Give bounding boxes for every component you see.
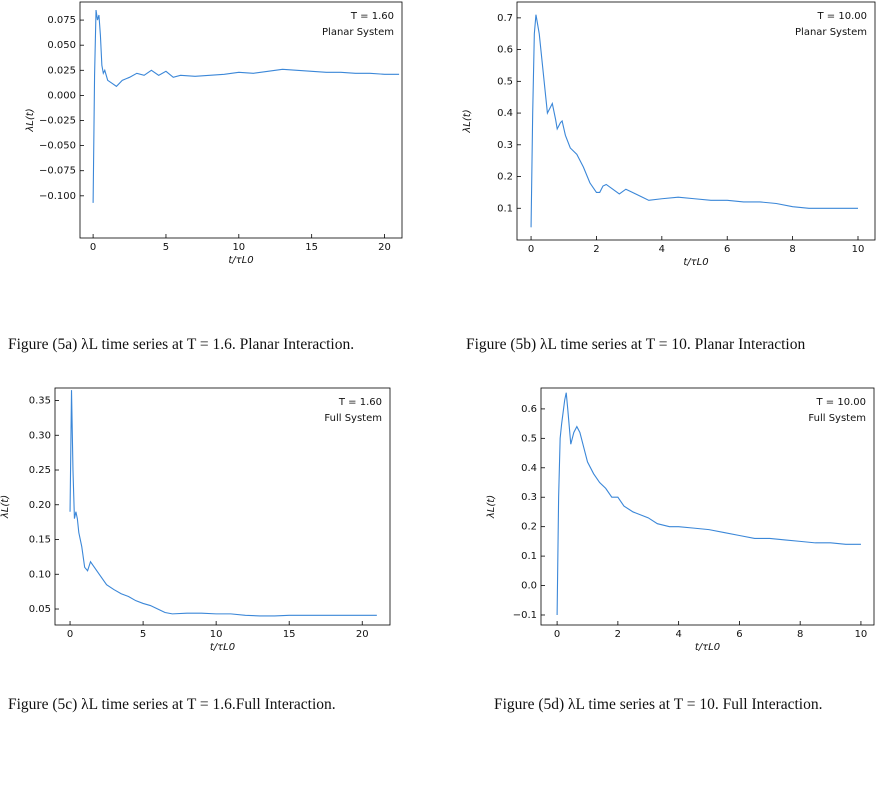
x-tick-label: 10 [232,242,245,253]
x-tick-label: 4 [675,629,681,640]
chart: 0.05 0.10 0.15 0.20 0.25 0.30 0.35 0 5 10 15 20 t/τL… [0,387,391,653]
data-line [92,9,400,203]
chart: −0.100 −0.075 −0.050 −0.025 0.000 0.025 0.050 0… [25,1,403,266]
y-tick-label: 0.20 [29,500,51,511]
annotation: Planar System [322,27,394,38]
x-tick-label: 20 [378,242,391,253]
annotation: T = 10.00 [817,11,867,22]
x-tick-label: 0 [554,629,560,640]
y-tick-label: 0.25 [29,465,51,476]
y-tick-label: 0.5 [521,433,537,444]
y-tick-label: 0.35 [29,396,51,407]
annotation: T = 1.60 [338,397,382,408]
y-tick-label: 0.4 [497,108,513,119]
x-axis-label: t/τL0 [210,642,235,653]
y-tick-label: 0.000 [47,90,76,101]
y-tick-label: −0.050 [39,141,76,152]
x-tick-label: 2 [593,244,599,255]
chart: 0.1 0.2 0.3 0.4 0.5 0.6 0.7 0 2 4 6 8 10 t/τL0 λL(t) T … [462,1,876,268]
plot-frame [516,1,876,241]
x-axis-label: t/τL0 [683,257,708,268]
y-tick-label: 0.1 [497,203,513,214]
y-tick-label: 0.5 [497,76,513,87]
x-tick-label: 5 [163,242,169,253]
y-tick-label: 0.1 [521,551,537,562]
x-tick-label: 10 [210,629,223,640]
y-tick-label: −0.1 [513,610,537,621]
x-tick-label: 20 [356,629,369,640]
y-tick-label: 0.2 [521,522,537,533]
y-tick-label: 0.7 [497,13,513,24]
x-tick-label: 0 [528,244,534,255]
y-axis-label: λL(t) [0,495,11,519]
x-tick-label: 0 [90,242,96,253]
data-line [556,392,861,615]
x-tick-label: 5 [140,629,146,640]
y-tick-label: 0.15 [29,535,51,546]
y-tick-label: 0.30 [29,430,51,441]
figure-caption: Figure (5d) λL time series at T = 10. Fu… [494,696,823,713]
y-axis-label: λL(t) [486,495,497,519]
annotation: T = 10.00 [816,397,866,408]
y-tick-label: 0.10 [29,569,51,580]
x-axis-label: t/τL0 [695,642,720,653]
y-tick-label: 0.05 [29,604,51,615]
y-tick-label: 0.2 [497,172,513,183]
y-tick-label: 0.4 [521,463,537,474]
x-tick-label: 10 [855,629,868,640]
y-tick-label: −0.100 [39,191,76,202]
y-tick-label: −0.025 [39,116,76,127]
y-tick-label: 0.0 [521,581,537,592]
figure-caption: Figure (5b) λL time series at T = 10. Pl… [466,336,806,353]
x-tick-label: 0 [67,629,73,640]
y-tick-label: 0.050 [47,40,76,51]
data-line [69,390,377,617]
y-tick-label: 0.6 [497,45,513,56]
y-tick-label: −0.075 [39,166,76,177]
x-tick-label: 15 [305,242,318,253]
x-tick-label: 6 [736,629,742,640]
annotation: T = 1.60 [350,11,394,22]
x-axis-label: t/τL0 [228,255,253,266]
plot-frame [540,387,875,626]
y-tick-label: 0.025 [47,65,76,76]
data-line [530,14,858,228]
y-tick-label: 0.075 [47,15,76,26]
plot-frame [54,387,391,626]
figure-caption: Figure (5c) λL time series at T = 1.6.Fu… [8,696,336,713]
annotation: Full System [808,413,866,424]
y-axis-label: λL(t) [25,108,36,132]
y-axis-label: λL(t) [462,109,473,133]
x-tick-label: 8 [797,629,803,640]
x-tick-label: 10 [852,244,865,255]
x-tick-label: 8 [789,244,795,255]
x-tick-label: 2 [615,629,621,640]
chart: −0.1 0.0 0.1 0.2 0.3 0.4 0.5 0.6 0 2 4 6 8 10 t/τL0 λL(… [486,387,875,653]
annotation: Full System [324,413,382,424]
x-tick-label: 4 [659,244,665,255]
y-tick-label: 0.3 [497,140,513,151]
y-tick-label: 0.3 [521,492,537,503]
plot-frame [79,1,403,239]
annotation: Planar System [795,27,867,38]
y-tick-label: 0.6 [521,404,537,415]
figure-caption: Figure (5a) λL time series at T = 1.6. P… [8,336,355,353]
x-tick-label: 15 [283,629,296,640]
x-tick-label: 6 [724,244,730,255]
